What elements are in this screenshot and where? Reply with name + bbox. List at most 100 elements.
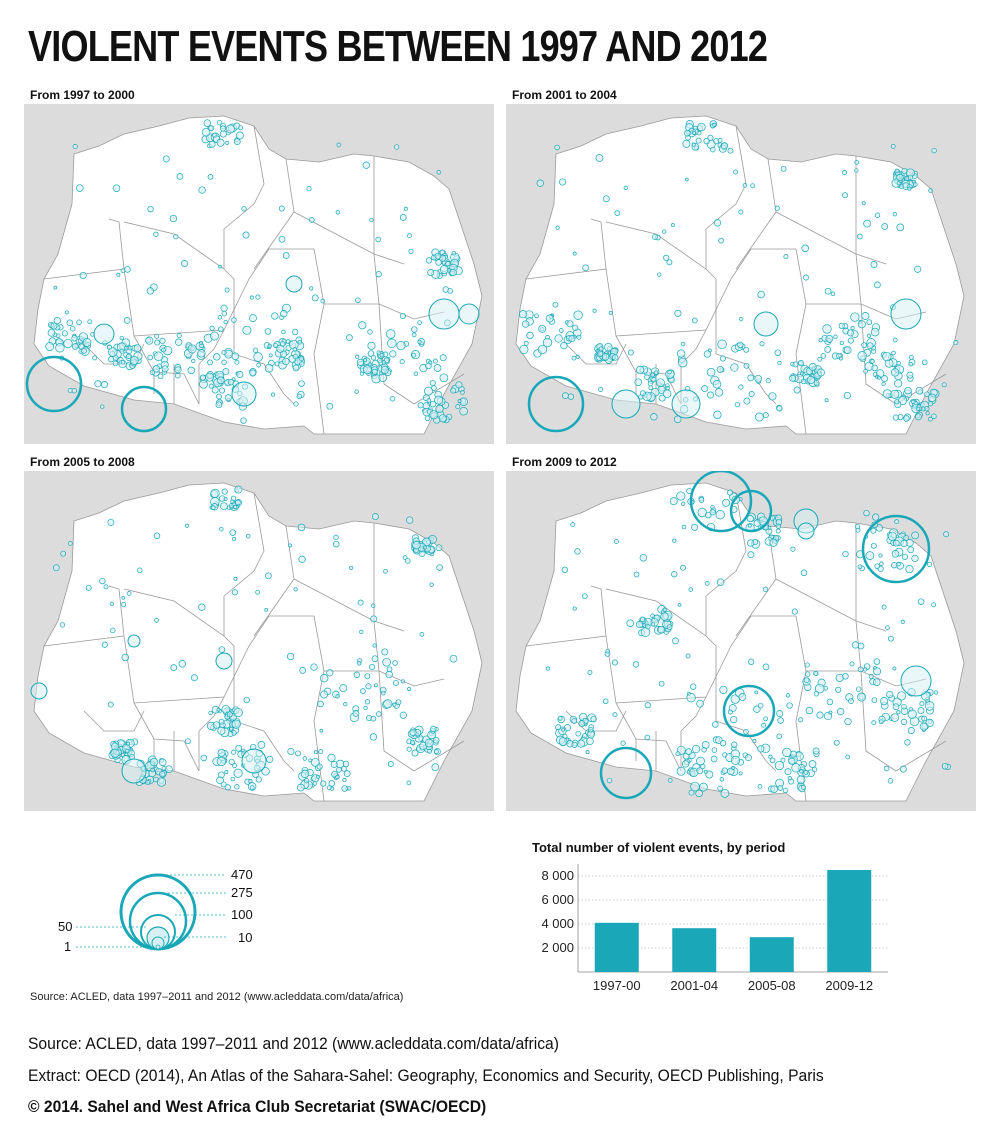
event-circle: [847, 329, 854, 337]
event-circle: [719, 777, 724, 782]
event-circle: [680, 341, 686, 347]
legend-label-1: 1: [64, 939, 72, 954]
event-circle: [892, 539, 900, 547]
event-circle: [613, 539, 619, 544]
event-circle: [881, 223, 889, 230]
event-circle: [908, 361, 913, 367]
land-area: [515, 482, 965, 802]
event-circle: [216, 119, 223, 126]
event-circle: [874, 212, 881, 218]
event-circle: [310, 757, 320, 767]
event-circle: [709, 509, 716, 516]
country-border: [378, 670, 465, 772]
event-circle: [120, 359, 126, 365]
country-border: [233, 353, 295, 405]
event-circle: [335, 210, 340, 215]
event-circle: [842, 192, 849, 199]
event-circle: [71, 343, 79, 350]
event-circle: [727, 709, 733, 715]
event-circle: [768, 754, 773, 759]
event-circle: [379, 371, 383, 376]
event-circle: [146, 287, 154, 295]
event-circle: [828, 710, 833, 715]
event-circle: [813, 670, 819, 676]
event-circle: [857, 666, 864, 673]
event-circle: [899, 765, 907, 773]
event-circle: [336, 142, 342, 148]
event-circle: [814, 683, 825, 694]
event-circle: [403, 206, 408, 211]
event-circle: [555, 225, 560, 230]
event-circle: [710, 146, 716, 153]
event-circle: [557, 715, 563, 721]
event-circle: [777, 717, 784, 724]
event-circle: [395, 699, 402, 706]
country-border: [565, 343, 627, 365]
event-circle: [296, 783, 305, 792]
event-circle: [748, 391, 755, 397]
x-tick-label: 2005-08: [748, 978, 796, 993]
event-circle: [888, 635, 894, 642]
event-circle: [731, 741, 738, 748]
event-circle: [816, 711, 824, 719]
event-circle: [101, 641, 108, 648]
event-circle: [911, 531, 919, 540]
event-circle: [571, 355, 577, 361]
event-circle: [346, 785, 352, 791]
event-circle-large: [753, 311, 779, 337]
event-circle: [608, 310, 613, 315]
event-circle: [79, 271, 87, 280]
event-circle: [255, 589, 260, 595]
event-circle: [790, 546, 796, 552]
event-circle: [119, 348, 125, 354]
event-circle: [757, 702, 764, 709]
event-circle: [449, 654, 458, 663]
event-circle: [780, 165, 787, 172]
event-circle: [372, 643, 377, 648]
event-circle: [445, 261, 451, 267]
event-circle: [385, 329, 396, 339]
legend-label-470: 470: [231, 867, 253, 882]
event-circle: [850, 326, 855, 331]
event-circle: [362, 161, 370, 169]
event-circle-large: [861, 514, 931, 584]
event-circle: [757, 745, 765, 753]
event-circle: [382, 657, 391, 667]
event-circle: [863, 219, 871, 228]
event-circle: [261, 767, 270, 776]
event-circle: [669, 497, 678, 506]
event-circle: [931, 413, 937, 420]
event-circle: [318, 749, 324, 755]
event-circle: [218, 495, 226, 502]
event-circle: [238, 125, 244, 131]
event-circle: [635, 620, 644, 629]
event-circle: [768, 392, 777, 401]
event-circle: [658, 680, 665, 687]
event-circle: [673, 415, 682, 424]
event-circle: [590, 715, 597, 723]
event-circle: [843, 391, 851, 400]
bar-chart-title: Total number of violent events, by perio…: [532, 840, 786, 855]
event-circle: [581, 593, 588, 600]
country-border: [605, 635, 732, 704]
event-circle: [187, 344, 197, 354]
event-circle: [309, 286, 314, 291]
event-circle: [813, 691, 820, 697]
event-circle: [813, 379, 820, 386]
event-circle: [656, 378, 665, 388]
event-circle: [123, 345, 129, 351]
country-border: [324, 670, 445, 687]
event-circle: [292, 347, 298, 352]
event-circle: [691, 317, 698, 324]
event-circle: [147, 354, 153, 361]
event-circle: [803, 274, 809, 281]
event-circle: [120, 268, 126, 274]
event-circle: [316, 774, 320, 779]
event-circle: [854, 168, 859, 173]
bar-1997-00: [594, 922, 639, 972]
event-circle: [762, 412, 769, 419]
event-circle: [897, 691, 907, 701]
event-circle: [842, 170, 848, 175]
event-circle: [750, 183, 756, 189]
event-circle: [271, 312, 279, 320]
